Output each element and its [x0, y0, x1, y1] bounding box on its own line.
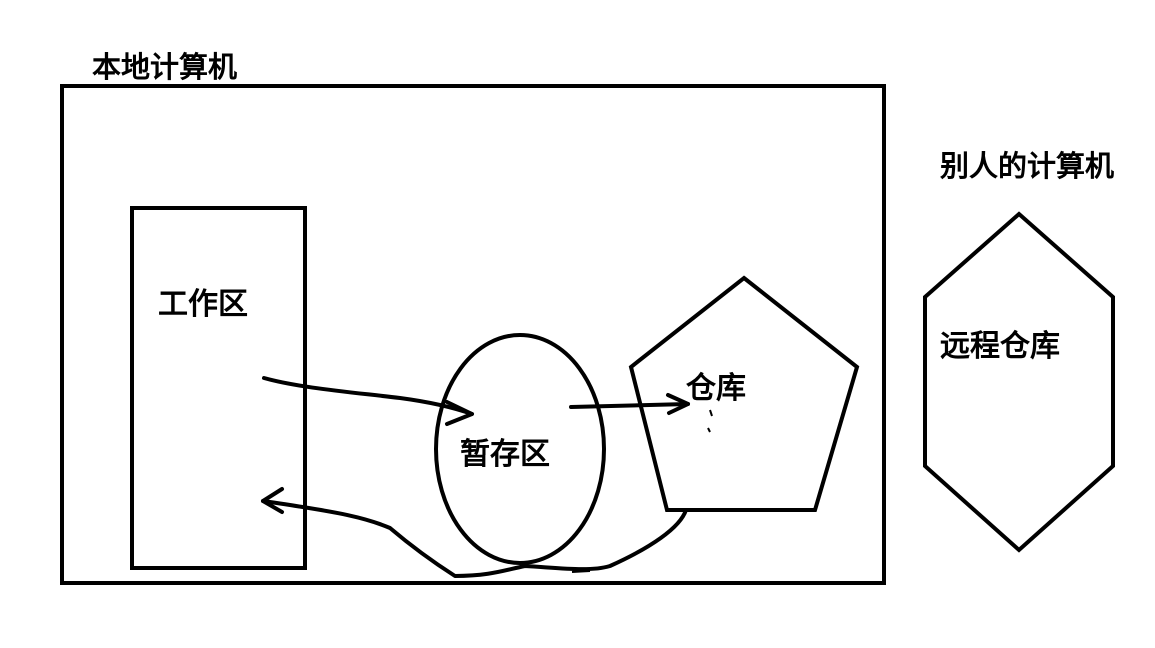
remote-repository-hexagon: [923, 211, 1115, 553]
remote-repository-label: 远程仓库: [940, 329, 1060, 364]
staging-area-ellipse: [434, 333, 606, 565]
working-area-label: 工作区: [158, 287, 248, 322]
arrow-staging-to-repository: [569, 393, 690, 415]
stray-mark: [571, 570, 591, 573]
stray-mark: [707, 409, 713, 433]
local-repository-pentagon: [628, 275, 860, 512]
local-computer-title: 本地计算机: [92, 50, 238, 84]
arrow-working-to-staging: [262, 376, 474, 426]
arrow-repository-to-working: [261, 487, 688, 578]
working-area-box: [130, 206, 307, 570]
staging-area-label: 暂存区: [460, 437, 550, 472]
remote-computer-title: 别人的计算机: [940, 149, 1115, 183]
local-repository-label: 仓库: [686, 371, 746, 406]
local-computer-frame: [60, 84, 886, 585]
